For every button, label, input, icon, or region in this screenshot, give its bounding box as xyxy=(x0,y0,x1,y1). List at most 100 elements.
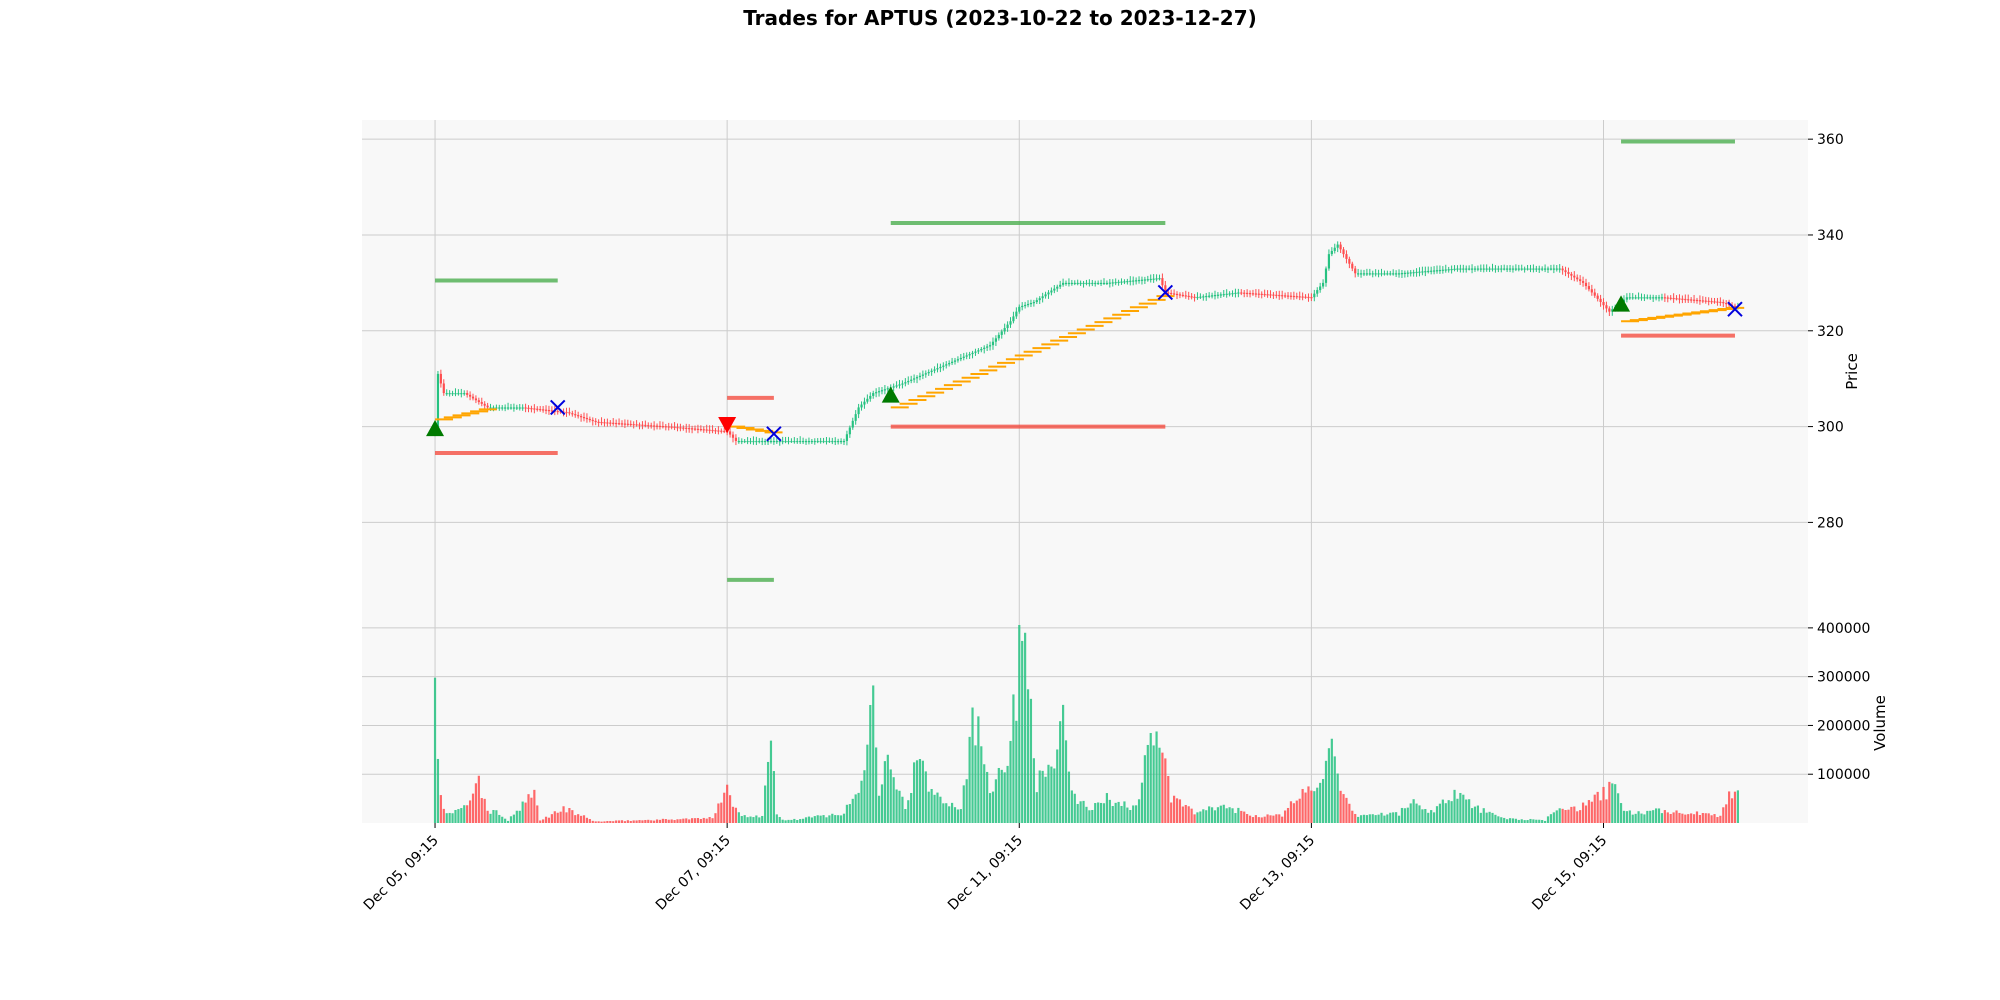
volume-bar xyxy=(1432,812,1436,823)
candle-body xyxy=(924,373,927,375)
candle-body xyxy=(1377,273,1380,275)
volume-bar xyxy=(451,813,454,823)
volume-bar xyxy=(501,816,504,823)
candle-body xyxy=(1158,278,1161,280)
volume-bar xyxy=(796,820,799,823)
volume-bar xyxy=(863,770,866,823)
volume-bar xyxy=(702,817,705,823)
volume-bar xyxy=(1158,747,1161,823)
candle-body xyxy=(714,430,717,432)
volume-bar xyxy=(477,775,480,823)
candle-body xyxy=(1684,298,1687,301)
volume-bar xyxy=(512,814,515,823)
candle-body xyxy=(1321,282,1325,287)
volume-bar xyxy=(550,814,553,823)
volume-bar xyxy=(1006,765,1009,823)
candle-body xyxy=(1111,282,1114,284)
candle-body xyxy=(1050,290,1053,293)
candle-body xyxy=(1649,297,1652,299)
candle-body xyxy=(1094,282,1097,285)
candle-body xyxy=(597,421,600,423)
candle-body xyxy=(1047,292,1050,295)
candle-body xyxy=(892,386,895,388)
volume-bar xyxy=(1070,790,1073,823)
candle-body xyxy=(1161,278,1164,286)
candle-body xyxy=(1132,280,1135,282)
volume-bar xyxy=(536,805,539,823)
volume-bar xyxy=(617,820,621,823)
candle-body xyxy=(1733,305,1737,308)
volume-bar xyxy=(667,819,670,823)
candle-body xyxy=(1026,303,1030,306)
candle-body xyxy=(1628,297,1631,299)
volume-bar xyxy=(603,821,606,823)
candle-body xyxy=(1529,268,1532,270)
candle-body xyxy=(585,417,589,420)
candle-body xyxy=(1470,268,1474,270)
candle-body xyxy=(828,440,831,443)
candle-body xyxy=(1532,268,1535,270)
candle-body xyxy=(950,361,954,364)
volume-bar xyxy=(1546,816,1550,823)
volume-bar xyxy=(673,820,676,823)
candle-body xyxy=(615,422,618,425)
candle-body xyxy=(991,341,995,346)
volume-bar xyxy=(655,819,659,823)
volume-bar xyxy=(1517,819,1520,823)
volume-bar xyxy=(1473,806,1477,823)
candle-body xyxy=(1228,293,1231,295)
volume-bar xyxy=(1105,793,1109,823)
candle-body xyxy=(1523,268,1526,270)
volume-bar xyxy=(1248,815,1252,823)
volume-bar xyxy=(1526,820,1529,823)
candle-body xyxy=(448,393,451,395)
candle-body xyxy=(1681,298,1684,300)
volume-bar xyxy=(1681,813,1684,823)
candle-body xyxy=(994,338,997,342)
candle-body xyxy=(743,440,746,443)
volume-bar xyxy=(1205,810,1208,823)
candle-body xyxy=(474,398,478,401)
volume-bar xyxy=(705,818,708,823)
candle-body xyxy=(1397,273,1401,275)
candle-body xyxy=(1316,290,1319,294)
volume-bar xyxy=(877,795,881,823)
volume-bar xyxy=(889,769,892,823)
candle-body xyxy=(1593,292,1596,296)
buy-entry-marker xyxy=(1612,295,1631,312)
candle-body xyxy=(1666,297,1669,299)
candle-body xyxy=(1231,293,1234,295)
candle-body xyxy=(1716,301,1719,303)
volume-bar xyxy=(901,796,904,823)
candle-body xyxy=(898,384,901,386)
candle-body xyxy=(983,347,986,349)
volume-bar xyxy=(653,820,656,823)
candle-body xyxy=(1126,281,1129,283)
candle-body xyxy=(857,407,860,415)
candle-body xyxy=(1024,304,1027,307)
candle-body xyxy=(948,363,951,365)
candle-body xyxy=(945,364,948,366)
volume-bar xyxy=(439,795,442,823)
candle-body xyxy=(1687,299,1690,301)
candle-body xyxy=(980,348,983,351)
candle-body xyxy=(921,374,924,376)
candle-body xyxy=(1605,305,1608,309)
volume-bar xyxy=(1289,801,1293,823)
candle-body xyxy=(1266,294,1269,296)
candle-body xyxy=(915,377,919,379)
volume-bar xyxy=(1298,798,1301,823)
volume-bar xyxy=(866,744,869,823)
candle-body xyxy=(1611,309,1614,312)
volume-bar xyxy=(1056,749,1059,823)
volume-bar xyxy=(1061,704,1065,823)
volume-bar xyxy=(1251,817,1255,823)
volume-bar xyxy=(1181,806,1184,823)
sell-entry-marker xyxy=(718,416,737,434)
volume-bar xyxy=(606,820,609,823)
candle-body xyxy=(810,440,813,443)
volume-bar xyxy=(1371,814,1374,823)
volume-bar xyxy=(1295,800,1298,823)
candle-body xyxy=(667,426,670,428)
candle-body xyxy=(1041,296,1044,299)
